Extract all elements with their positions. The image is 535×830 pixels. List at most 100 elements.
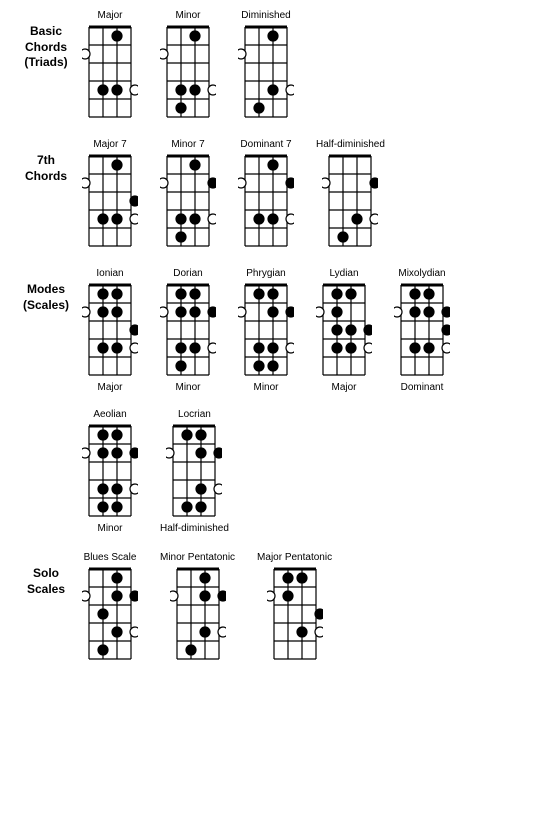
chord-diagram: Half-diminished [316,139,385,250]
fretboard [82,567,138,663]
fret-dot-open [130,627,138,637]
fretboard-grid [238,154,294,250]
fret-dot-filled [297,573,307,583]
fret-dot-open [130,85,138,95]
fret-dot-filled [346,343,356,353]
fret-dot-open [218,627,226,637]
fret-dot-filled [424,289,434,299]
fret-dot-filled [283,591,293,601]
fret-dot-open [170,591,178,601]
fret-dot-open [442,343,450,353]
fret-dot-open [208,85,216,95]
fretboard [82,25,138,121]
diagram-title: Dominant 7 [240,139,291,150]
fret-dot-filled [98,343,108,353]
chord-diagram: Major [82,10,138,121]
fret-dot-filled [442,325,450,335]
fretboard [316,283,372,379]
chord-diagram: Major Pentatonic [257,552,332,663]
fret-dot-filled [370,178,378,188]
fretboard-grid [322,154,378,250]
fretboard [238,25,294,121]
fret-dot-filled [112,448,122,458]
fretboard [160,283,216,379]
section: 7thChordsMajor 7Minor 7Dominant 7Half-di… [10,139,525,250]
diagram-row: IonianMajor DorianMinor Phrygian Minor Lydia… [82,268,525,534]
fretboard-grid [82,25,138,121]
chord-diagram: LydianMajor [316,268,372,393]
diagram-title: Blues Scale [84,552,137,563]
section: Modes(Scales)IonianMajor DorianMinor Phryg… [10,268,525,534]
fret-dot-filled [112,289,122,299]
fretboard-grid [394,283,450,379]
fret-dot-filled [98,645,108,655]
fret-dot-filled [176,103,186,113]
fretboard-grid [160,283,216,379]
section-label: Modes(Scales) [10,268,82,313]
fret-dot-filled [98,484,108,494]
fret-dot-open [394,307,402,317]
fretboard [82,154,138,250]
fret-dot-filled [112,85,122,95]
fret-dot-filled [176,307,186,317]
fret-dot-filled [98,430,108,440]
fretboard [166,424,222,520]
chord-diagram: Major 7 [82,139,138,250]
fret-dot-open [208,214,216,224]
fret-dot-filled [352,214,362,224]
fret-dot-filled [130,325,138,335]
fret-dot-filled [442,307,450,317]
diagram-row: Major Minor Diminished [82,10,294,121]
fret-dot-filled [200,627,210,637]
fret-dot-filled [112,160,122,170]
fret-dot-open [370,214,378,224]
fret-dot-open [160,307,168,317]
diagram-subtitle: Major [331,382,356,393]
chord-diagram: DorianMinor [160,268,216,393]
chord-diagram: Minor 7 [160,139,216,250]
diagram-subtitle: Minor [175,382,200,393]
fretboard-grid [316,283,372,379]
fret-dot-filled [208,178,216,188]
fret-dot-open [286,343,294,353]
chord-diagram: IonianMajor [82,268,138,393]
chord-diagram: Locrian Half-diminished [160,409,229,534]
fret-dot-filled [315,609,323,619]
fret-dot-filled [112,502,122,512]
fret-dot-filled [214,448,222,458]
fret-dot-filled [200,573,210,583]
fret-dot-open [315,627,323,637]
fret-dot-filled [190,31,200,41]
diagram-title: Diminished [241,10,290,21]
fret-dot-filled [200,591,210,601]
fret-dot-filled [410,289,420,299]
diagram-subtitle: Half-diminished [160,523,229,534]
fret-dot-open [82,448,90,458]
fret-dot-open [160,49,168,59]
fret-dot-open [286,85,294,95]
fret-dot-filled [182,502,192,512]
diagram-title: Locrian [178,409,211,420]
fret-dot-filled [332,343,342,353]
fret-dot-filled [112,484,122,494]
fret-dot-open [160,178,168,188]
fret-dot-filled [112,31,122,41]
fretboard-grid [267,567,323,663]
section-label: SoloScales [10,552,82,597]
fret-dot-filled [346,325,356,335]
diagram-title: Phrygian [246,268,285,279]
fretboard [170,567,226,663]
fret-dot-filled [254,343,264,353]
fret-dot-filled [186,645,196,655]
fret-dot-filled [98,289,108,299]
chord-diagram: Dominant 7 [238,139,294,250]
fret-dot-filled [268,361,278,371]
fret-dot-filled [286,178,294,188]
diagram-title: Major 7 [93,139,126,150]
fret-dot-filled [297,627,307,637]
fret-dot-open [238,178,246,188]
fret-dot-filled [112,214,122,224]
diagram-title: Major [97,10,122,21]
fret-dot-filled [112,430,122,440]
chord-diagram: Minor [160,10,216,121]
